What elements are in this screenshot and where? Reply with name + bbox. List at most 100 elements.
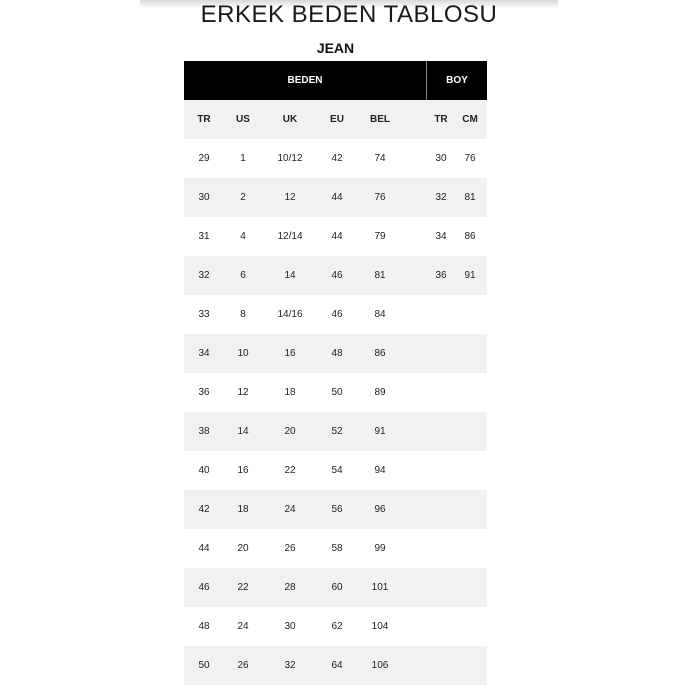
column-header: BEL: [370, 114, 390, 125]
table-row: 46 22 28 60 101: [184, 568, 487, 607]
group-header-beden: BEDEN: [287, 75, 323, 86]
page-title: ERKEK BEDEN TABLOSU: [200, 1, 498, 28]
table-cell: 20: [284, 426, 296, 437]
table-row: 48 24 30 62 104: [184, 607, 487, 646]
table-cell: 24: [237, 621, 249, 632]
table-cell: 1: [240, 153, 246, 164]
table-subtitle: JEAN: [316, 40, 355, 56]
table-cell: 44: [331, 231, 343, 242]
table-cell: 96: [374, 504, 386, 515]
table-cell: 48: [331, 348, 343, 359]
top-shadow-bar: [140, 0, 558, 8]
table-cell: 99: [374, 543, 386, 554]
table-cell: 46: [331, 309, 343, 320]
table-row: 42 18 24 56 96: [184, 490, 487, 529]
table-cell: 31: [198, 231, 210, 242]
table-cell: 91: [374, 426, 386, 437]
table-cell: 14/16: [277, 309, 303, 320]
table-cell: 8: [240, 309, 246, 320]
column-header: UK: [282, 114, 298, 125]
table-row: 31 4 12/14 44 79 34 86: [184, 217, 487, 256]
table-row: 32 6 14 46 81 36 91: [184, 256, 487, 295]
table-cell: 33: [198, 309, 210, 320]
table-cell: 52: [331, 426, 343, 437]
table-cell: 81: [464, 192, 476, 203]
column-header: CM: [462, 114, 478, 125]
table-cell: 94: [374, 465, 386, 476]
table-cell: 81: [374, 270, 386, 281]
table-cell: 48: [198, 621, 210, 632]
table-cell: 42: [331, 153, 343, 164]
table-cell: 24: [284, 504, 296, 515]
table-row: 29 1 10/12 42 74 30 76: [184, 139, 487, 178]
table-cell: 28: [284, 582, 296, 593]
table-row: 50 26 32 64 106: [184, 646, 487, 685]
table-cell: 32: [284, 660, 296, 671]
header-divider: [426, 61, 427, 100]
table-cell: 26: [237, 660, 249, 671]
table-cell: 106: [371, 660, 389, 671]
table-row: 34 10 16 48 86: [184, 334, 487, 373]
table-cell: 44: [198, 543, 210, 554]
table-row: 38 14 20 52 91: [184, 412, 487, 451]
table-cell: 10: [237, 348, 249, 359]
table-cell: 86: [374, 348, 386, 359]
table-cell: 74: [374, 153, 386, 164]
table-cell: 44: [331, 192, 343, 203]
table-cell: 36: [435, 270, 447, 281]
table-cell: 50: [198, 660, 210, 671]
column-header: TR: [197, 114, 211, 125]
table-cell: 101: [371, 582, 389, 593]
table-cell: 26: [284, 543, 296, 554]
table-row: 36 12 18 50 89: [184, 373, 487, 412]
table-cell: 30: [284, 621, 296, 632]
table-cell: 14: [237, 426, 249, 437]
table-cell: 12: [237, 387, 249, 398]
table-cell: 56: [331, 504, 343, 515]
table-cell: 20: [237, 543, 249, 554]
table-cell: 16: [237, 465, 249, 476]
table-cell: 46: [331, 270, 343, 281]
table-cell: 4: [240, 231, 246, 242]
table-body: TR US UK EU BEL TR CM 29 1 10/12 42 74 30 76 30 2 12 44 76…: [184, 100, 487, 685]
table-cell: 22: [284, 465, 296, 476]
table-cell: 14: [284, 270, 296, 281]
group-header-boy: BOY: [446, 75, 468, 86]
table-cell: 18: [284, 387, 296, 398]
table-group-header: BEDEN BOY: [184, 61, 487, 100]
table-cell: 76: [464, 153, 476, 164]
column-header: TR: [434, 114, 448, 125]
table-cell: 32: [435, 192, 447, 203]
column-header: US: [236, 114, 250, 125]
table-cell: 16: [284, 348, 296, 359]
table-cell: 12: [284, 192, 296, 203]
column-header: EU: [330, 114, 344, 125]
table-row: 44 20 26 58 99: [184, 529, 487, 568]
table-cell: 6: [240, 270, 246, 281]
size-table: BEDEN BOY TR US UK EU BEL TR CM 29 1 10/12 42 74 30 7…: [184, 61, 487, 685]
column-header-row: TR US UK EU BEL TR CM: [184, 100, 487, 139]
table-cell: 18: [237, 504, 249, 515]
table-cell: 62: [331, 621, 343, 632]
table-cell: 50: [331, 387, 343, 398]
table-row: 30 2 12 44 76 32 81: [184, 178, 487, 217]
table-cell: 36: [198, 387, 210, 398]
table-cell: 40: [198, 465, 210, 476]
table-cell: 91: [464, 270, 476, 281]
table-cell: 86: [464, 231, 476, 242]
table-cell: 30: [435, 153, 447, 164]
table-cell: 32: [198, 270, 210, 281]
table-cell: 76: [374, 192, 386, 203]
table-cell: 104: [371, 621, 389, 632]
table-cell: 64: [331, 660, 343, 671]
table-cell: 38: [198, 426, 210, 437]
table-cell: 12/14: [277, 231, 303, 242]
table-cell: 89: [374, 387, 386, 398]
table-cell: 29: [198, 153, 210, 164]
table-cell: 79: [374, 231, 386, 242]
table-cell: 58: [331, 543, 343, 554]
table-cell: 42: [198, 504, 210, 515]
table-cell: 34: [435, 231, 447, 242]
table-cell: 34: [198, 348, 210, 359]
table-cell: 54: [331, 465, 343, 476]
